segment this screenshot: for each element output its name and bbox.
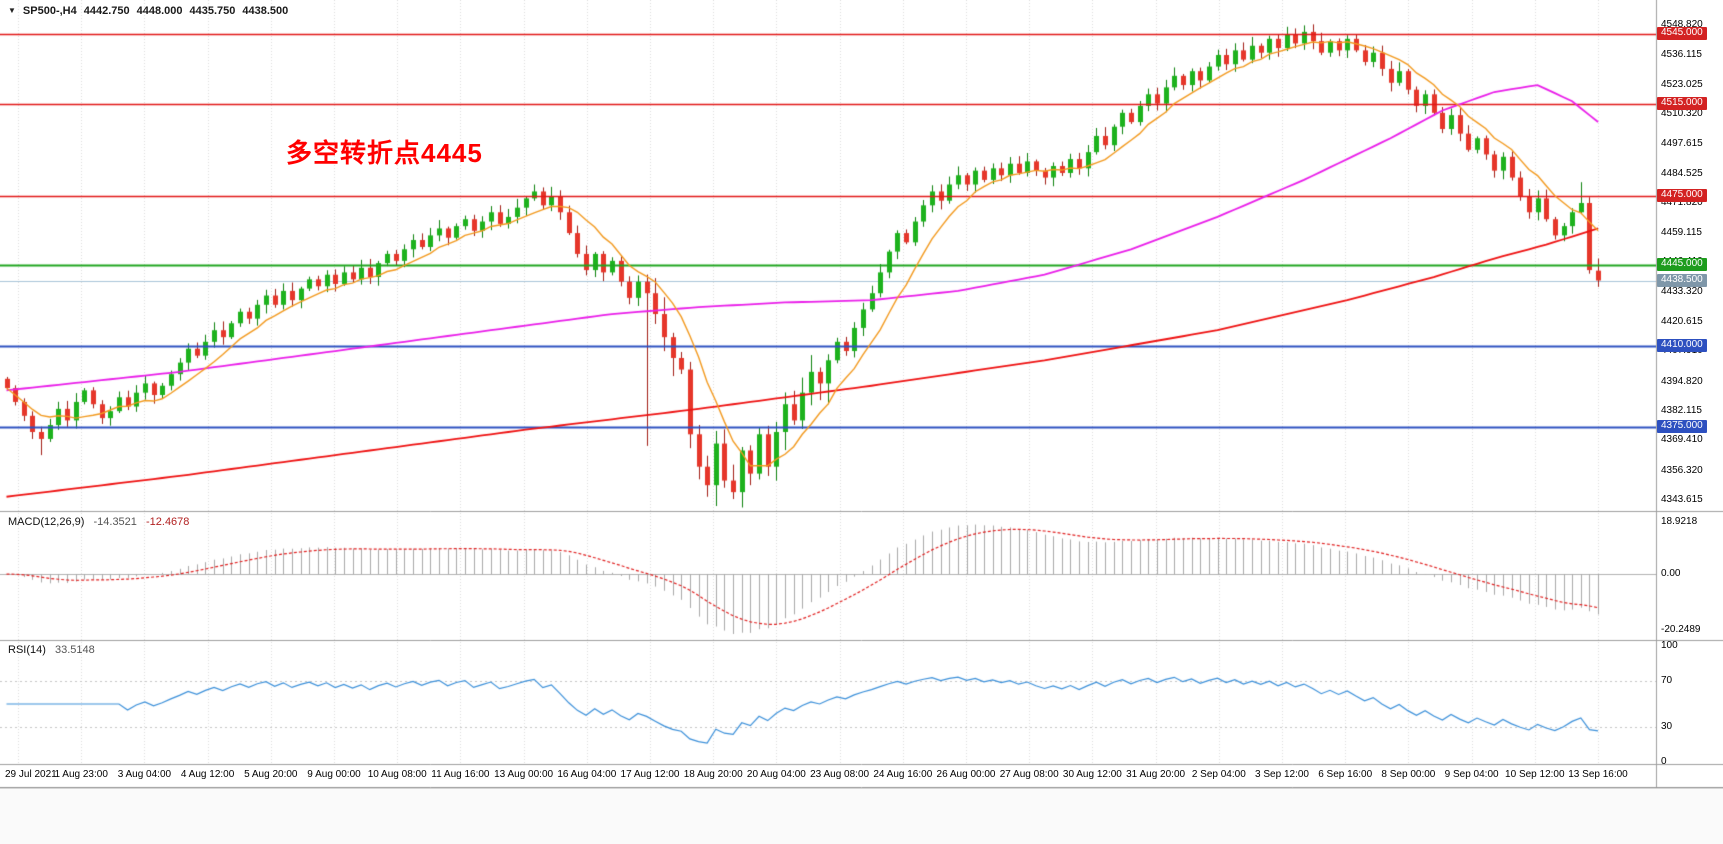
rsi-scale-label: 0 [1661,756,1667,767]
level-price-tag: 4410.000 [1657,339,1707,353]
time-axis-label: 1 Aug 23:00 [54,769,108,780]
time-axis-label: 27 Aug 08:00 [999,769,1059,780]
price-axis-tick: 4394.820 [1661,375,1703,387]
rsi-value: 33.5148 [54,644,95,656]
time-axis-label: 3 Aug 04:00 [117,769,172,780]
chart-canvas[interactable] [0,0,1723,788]
time-axis-label: 18 Aug 20:00 [683,769,743,780]
annotation-text: 多空转折点4445 [286,138,483,168]
symbol-name: SP500-,H4 [22,5,77,17]
price-axis-tick: 4433.320 [1661,286,1703,298]
level-price-tag: 4475.000 [1657,189,1707,203]
macd-scale-max: 18.9218 [1661,516,1698,527]
time-axis-label: 17 Aug 12:00 [620,769,680,780]
rsi-scale-label: 100 [1661,640,1678,651]
time-axis[interactable]: 29 Jul 2021 1 Aug 23:00 3 Aug 04:00 4 Aug 1… [0,766,1656,787]
time-axis-label: 20 Aug 04:00 [746,769,806,780]
time-axis-label: 6 Sep 16:00 [1318,769,1373,780]
macd-scale-min: -20.2489 [1661,624,1701,635]
time-axis-label: 13 Aug 00:00 [494,769,554,780]
price-axis-tick: 4343.615 [1661,493,1703,505]
ohlc-close: 4438.500 [242,5,289,17]
bottom-bar [0,788,1723,844]
rsi-name: RSI(14) [8,644,46,656]
price-axis-tick: 4382.115 [1661,404,1702,416]
price-axis-tick: 4459.115 [1661,226,1702,238]
ohlc-open: 4442.750 [83,5,130,17]
time-axis-label: 4 Aug 12:00 [180,769,235,780]
price-axis-tick: 4548.820 [1661,19,1703,31]
macd-value: -14.3521 [93,516,137,528]
level-price-tag: 4545.000 [1657,27,1707,41]
time-axis-label: 2 Sep 04:00 [1191,769,1246,780]
time-axis-label: 5 Aug 20:00 [244,769,298,780]
price-axis-tick: 4420.615 [1661,315,1703,327]
price-axis-tick: 4536.115 [1661,48,1702,60]
rsi-scale-label: 70 [1661,674,1673,686]
level-price-tag: 4445.000 [1657,258,1707,272]
rsi-indicator-label: RSI(14) 33.5148 [8,644,95,656]
macd-scale-zero: 0.00 [1661,568,1681,580]
ohlc-high: 4448.000 [136,5,183,17]
time-axis-label: 23 Aug 08:00 [810,769,870,780]
price-axis-tick: 4471.820 [1661,197,1703,209]
level-price-tag: 4515.000 [1657,96,1707,110]
time-axis-label: 10 Aug 08:00 [367,769,427,780]
ohlc-low: 4435.750 [189,5,236,17]
time-axis-label: 10 Sep 12:00 [1505,769,1565,780]
price-axis-tick: 4497.615 [1661,137,1703,149]
time-axis-label: 3 Sep 12:00 [1255,769,1309,780]
time-axis-label: 30 Aug 12:00 [1062,769,1122,780]
time-axis-label: 26 Aug 00:00 [936,769,996,780]
time-axis-label: 31 Aug 20:00 [1126,769,1186,780]
price-scale[interactable]: 4548.820 4536.115 4523.025 4510.320 4497.615… [1657,0,1723,788]
chart-marker-icon: ▼ [8,5,16,15]
time-axis-label: 16 Aug 04:00 [557,769,617,780]
price-axis-tick: 4484.525 [1661,168,1703,180]
macd-signal-value: -12.4678 [145,516,190,528]
price-axis-tick: 4356.320 [1661,464,1703,476]
price-axis-tick: 4369.410 [1661,434,1703,446]
time-axis-label: 9 Sep 04:00 [1444,769,1499,780]
macd-indicator-label: MACD(12,26,9) -14.3521 -12.4678 [8,516,189,528]
time-axis-label: 11 Aug 16:00 [431,769,490,780]
time-axis-label: 24 Aug 16:00 [873,769,933,780]
current-price-tag: 4438.500 [1657,273,1707,287]
macd-name: MACD(12,26,9) [8,516,85,528]
price-axis-tick: 4523.025 [1661,79,1703,90]
chart-symbol-overlay: ▼ SP500-,H4 4442.750 4448.000 4435.750 4… [8,5,288,17]
level-price-tag: 4375.000 [1657,420,1707,434]
rsi-scale-label: 30 [1661,721,1673,733]
time-axis-label: 13 Sep 16:00 [1568,769,1628,780]
time-axis-label: 8 Sep 00:00 [1381,769,1436,780]
time-axis-label: 9 Aug 00:00 [307,769,361,780]
price-axis-tick: 4510.320 [1661,108,1703,120]
time-axis-label: 29 Jul 2021 [5,769,57,780]
